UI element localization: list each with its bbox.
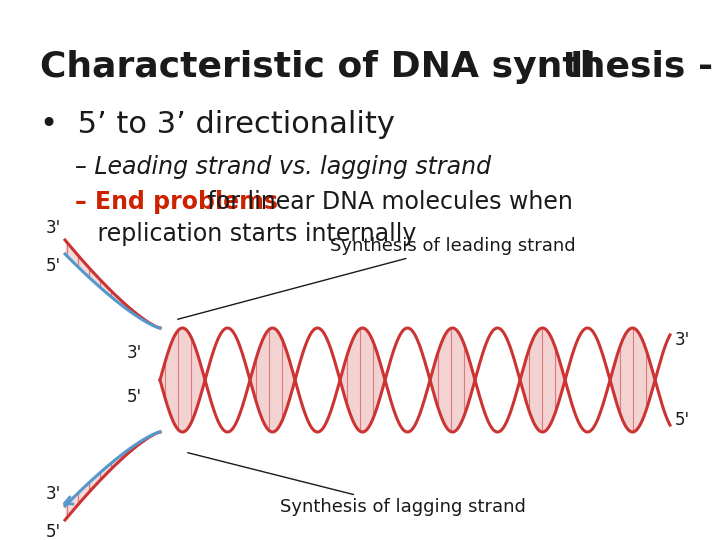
Text: 3': 3' xyxy=(46,485,61,503)
Text: 5': 5' xyxy=(46,523,61,540)
Text: – End problems: – End problems xyxy=(75,190,278,214)
Text: Characteristic of DNA synthesis -: Characteristic of DNA synthesis - xyxy=(40,50,720,84)
Text: – Leading strand vs. lagging strand: – Leading strand vs. lagging strand xyxy=(75,155,491,179)
Text: 3': 3' xyxy=(46,219,61,237)
Text: II: II xyxy=(570,50,597,84)
Text: 5': 5' xyxy=(46,257,61,275)
Text: for linear DNA molecules when: for linear DNA molecules when xyxy=(200,190,573,214)
Text: 3': 3' xyxy=(127,344,142,362)
Text: Synthesis of lagging strand: Synthesis of lagging strand xyxy=(188,453,526,516)
Text: replication starts internally: replication starts internally xyxy=(75,222,416,246)
Text: •  5’ to 3’ directionality: • 5’ to 3’ directionality xyxy=(40,110,395,139)
Text: 3': 3' xyxy=(675,331,690,349)
Text: Synthesis of leading strand: Synthesis of leading strand xyxy=(178,237,575,319)
Text: 5': 5' xyxy=(675,411,690,429)
Text: 5': 5' xyxy=(127,388,142,406)
